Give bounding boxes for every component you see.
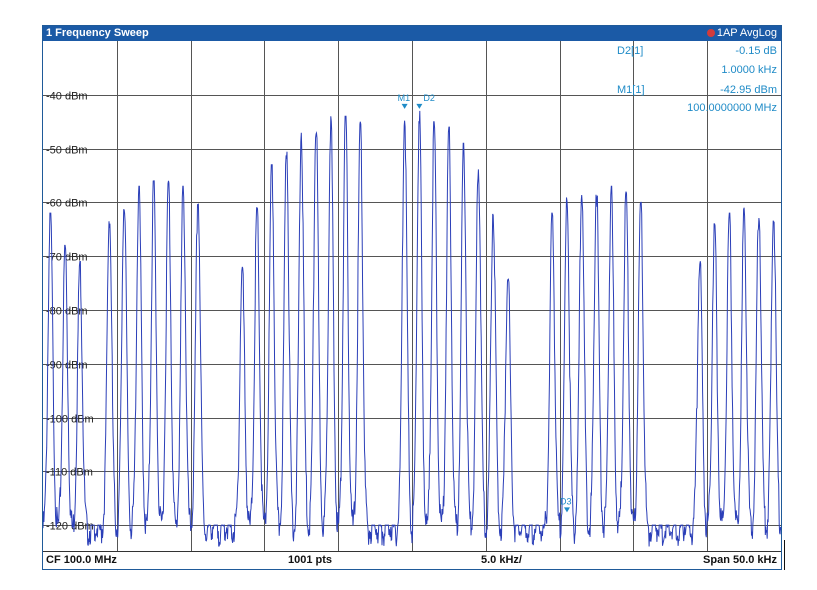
frequency-per-division: 5.0 kHz/ [481, 554, 522, 566]
marker-label: D2 [423, 93, 435, 103]
y-tick-label: -100 dBm [46, 414, 94, 426]
d2-label: D2[1] [617, 45, 644, 57]
d2-level: -0.15 dB [735, 45, 777, 57]
m1-label: M1[1] [617, 84, 645, 96]
marker-layer: M1 D2 D3 [398, 93, 572, 513]
marker-label: M1 [398, 93, 411, 103]
m1-frequency: 100.0000000 MHz [687, 102, 777, 114]
frequency-sweep-window: 1 Frequency Sweep 1AP AvgLog -40 dBm -50 … [42, 25, 782, 570]
sweep-points: 1001 pts [288, 554, 333, 566]
marker-arrow-icon [416, 103, 423, 109]
marker-arrow-icon [401, 103, 408, 109]
window-titlebar: 1 Frequency Sweep 1AP AvgLog [43, 26, 781, 41]
frequency-span: Span 50.0 kHz [703, 554, 777, 566]
marker-info-panel: D2[1] -0.15 dB 1.0000 kHz M1[1] -42.95 d… [617, 43, 777, 123]
side-divider [784, 540, 785, 570]
y-tick-label: -50 dBm [46, 145, 88, 157]
plot-grid [43, 41, 781, 552]
marker-label: D3 [560, 496, 572, 506]
sweep-footer: CF 100.0 MHz 1001 pts 5.0 kHz/ Span 50.0… [43, 551, 781, 569]
y-axis-ticks: -40 dBm-50 dBm-60 dBm-70 dBm-80 dBm-90 d… [46, 91, 94, 533]
y-tick-label: -90 dBm [46, 360, 88, 372]
y-tick-label: -60 dBm [46, 198, 88, 210]
y-tick-label: -70 dBm [46, 252, 88, 264]
trace-status-icon [706, 29, 715, 37]
y-tick-label: -40 dBm [46, 91, 88, 103]
center-frequency: CF 100.0 MHz [46, 554, 117, 566]
trace-badge[interactable]: 1AP AvgLog [706, 27, 777, 39]
trace-badge-label: 1AP AvgLog [716, 27, 777, 39]
m1-level: -42.95 dBm [720, 84, 777, 96]
trace-line [43, 110, 781, 547]
window-title: 1 Frequency Sweep [46, 27, 149, 39]
y-tick-label: -120 dBm [46, 521, 94, 533]
d2-frequency: 1.0000 kHz [721, 64, 777, 76]
spectrum-plot[interactable]: -40 dBm-50 dBm-60 dBm-70 dBm-80 dBm-90 d… [43, 41, 781, 552]
marker-arrow-icon [563, 507, 570, 513]
